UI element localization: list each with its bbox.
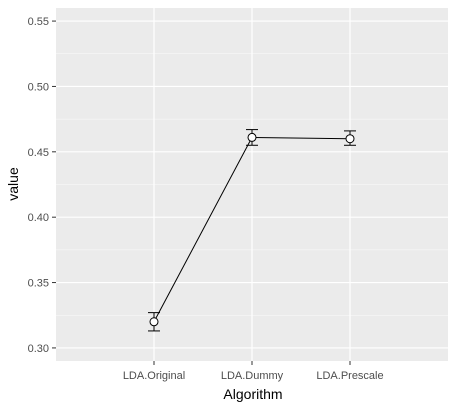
y-tick-label: 0.30 (28, 343, 49, 355)
data-point (345, 134, 355, 144)
x-axis: LDA.Original LDA.Dummy LDA.Prescale (123, 361, 384, 382)
x-axis-title: Algorithm (223, 386, 282, 402)
data-point (149, 317, 159, 327)
x-tick-label: LDA.Original (123, 370, 185, 382)
y-axis: 0.30 0.35 0.40 0.45 0.50 0.55 (28, 16, 56, 355)
y-tick-label: 0.55 (28, 16, 49, 28)
y-tick-label: 0.35 (28, 278, 49, 290)
y-tick-label: 0.50 (28, 81, 49, 93)
y-tick-label: 0.45 (28, 147, 49, 159)
y-axis-title: value (5, 167, 21, 201)
data-point (247, 132, 257, 142)
y-tick-label: 0.40 (28, 212, 49, 224)
major-gridlines (56, 8, 448, 361)
x-tick-label: LDA.Dummy (221, 370, 284, 382)
x-tick-label: LDA.Prescale (316, 370, 383, 382)
series-layer (148, 129, 356, 332)
